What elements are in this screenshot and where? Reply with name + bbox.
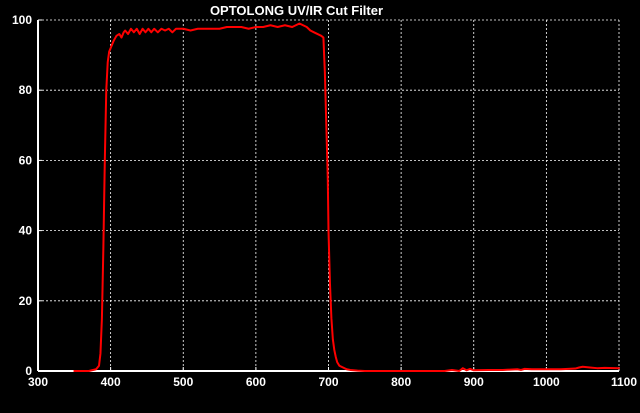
tick-layer: 300 400 500 600 700 800 900 1000 1100 0 20 40 60 80 10… [12,13,637,389]
grid-layer [38,19,620,371]
y-tick-label-60: 60 [19,153,33,167]
x-tick-label-1000: 1000 [533,375,560,389]
series-layer [73,22,620,372]
y-tick-label-40: 40 [19,224,33,238]
x-tick-label-600: 600 [246,375,266,389]
x-tick-label-1100: 1100 [611,375,637,389]
transmission-line-0 [73,22,620,372]
x-tick-label-400: 400 [101,375,121,389]
y-tick-label-100: 100 [12,13,32,27]
y-tick-label-80: 80 [19,83,33,97]
y-tick-label-20: 20 [19,294,33,308]
x-tick-label-700: 700 [318,375,338,389]
x-tick-label-800: 800 [391,375,411,389]
y-tick-label-0: 0 [25,364,32,378]
x-tick-label-300: 300 [28,375,48,389]
chart-title: OPTOLONG UV/IR Cut Filter [210,3,383,18]
x-tick-label-500: 500 [173,375,193,389]
x-tick-label-900: 900 [464,375,484,389]
